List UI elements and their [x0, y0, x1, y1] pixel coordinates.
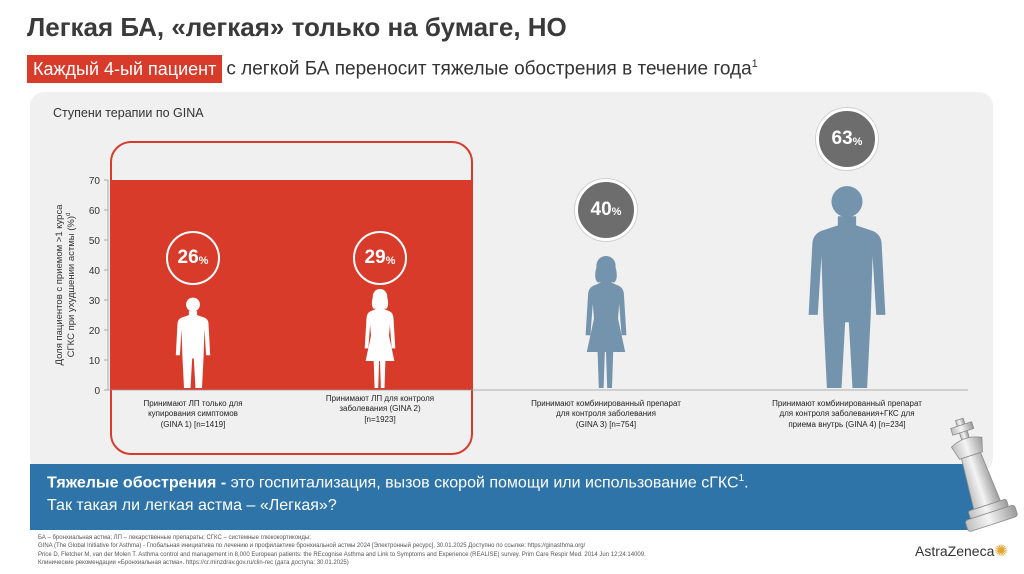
slide-subtitle: Каждый 4-ый пациент с легкой БА переноси…: [27, 55, 758, 83]
slide-title: Легкая БА, «легкая» только на бумаге, НО: [27, 12, 567, 42]
y-tick-label: 40: [89, 266, 101, 277]
y-tick-label: 10: [89, 356, 101, 367]
data-label: 63: [831, 128, 853, 150]
footnotes: БА – бронхиальная астма; ЛП – лекарствен…: [38, 535, 646, 567]
panel-title: Ступени терапии по GINA: [53, 106, 204, 120]
definition-banner: Тяжелые обострения - это госпитализация,…: [30, 464, 976, 530]
category-label-1: Принимают ЛП только для купирования симпт…: [143, 399, 243, 429]
data-label-unit: %: [198, 254, 209, 267]
y-tick-label: 0: [94, 386, 100, 397]
value-bubble-1: 26%: [166, 231, 220, 285]
data-label-unit: %: [852, 135, 863, 148]
y-axis-label: Доля пациентов с приемом >1 курсаСГКС пр…: [54, 204, 77, 366]
astrazeneca-logo: AstraZeneca✺: [915, 543, 1008, 560]
subtitle-rest: с легкой БА переносит тяжелые обострения…: [226, 57, 758, 80]
question-line: Так такая ли легкая астма – «Легкая»?: [47, 497, 337, 515]
y-tick-label: 60: [89, 206, 101, 217]
value-bubble-3: 40%: [575, 178, 637, 241]
subtitle-highlight: Каждый 4-ый пациент: [27, 55, 223, 83]
bar-figure-3: [585, 256, 627, 388]
data-label-unit: %: [385, 254, 396, 267]
bar-figure-4: [808, 186, 886, 388]
definition-line: Тяжелые обострения - это госпитализация,…: [47, 473, 749, 492]
category-label-4: Принимают комбинированный препарат для ко…: [772, 399, 922, 429]
astrazeneca-swirl-icon: ✺: [994, 543, 1008, 560]
data-label: 40: [590, 198, 612, 220]
chess-king-icon: [950, 417, 1018, 532]
value-bubble-4: 63%: [816, 108, 878, 171]
category-label-3: Принимают комбинированный препарат для ко…: [531, 399, 681, 429]
category-label-2: Принимают ЛП для контроля заболевания (GI…: [325, 394, 435, 424]
y-tick-label: 50: [89, 236, 101, 247]
highlight-frame: [110, 141, 473, 455]
data-label: 29: [364, 247, 386, 268]
y-tick-label: 20: [89, 326, 101, 337]
value-bubble-2: 29%: [353, 231, 407, 285]
data-label: 26: [177, 247, 199, 268]
highlight-region: [111, 180, 472, 390]
y-tick-label: 30: [89, 296, 101, 307]
y-tick-label: 70: [89, 176, 101, 187]
data-label-unit: %: [611, 206, 622, 219]
